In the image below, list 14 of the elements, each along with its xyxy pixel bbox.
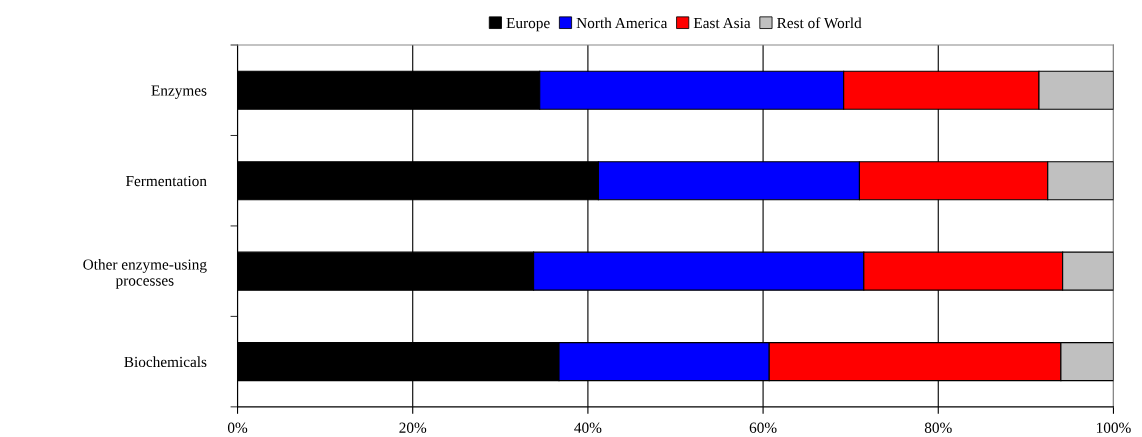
x-tick-label: 40%	[574, 422, 602, 433]
x-tick-label: 60%	[749, 422, 777, 433]
x-tick-label: 100%	[1096, 422, 1131, 433]
y-tick-label: Enzymes	[151, 85, 207, 99]
y-tick-label: Other enzyme-using processes	[83, 258, 207, 289]
x-tick-label: 0%	[227, 422, 248, 433]
y-tick-label: Biochemicals	[124, 356, 207, 368]
legend-label: Europe	[506, 18, 550, 32]
legend-label: Rest of World	[777, 17, 862, 29]
x-tick-label: 80%	[924, 422, 952, 433]
legend-label: East Asia	[693, 17, 751, 29]
x-tick-label: 20%	[399, 422, 427, 433]
legend-label: North America	[576, 17, 668, 29]
y-tick-label: Fermentation	[125, 175, 207, 187]
